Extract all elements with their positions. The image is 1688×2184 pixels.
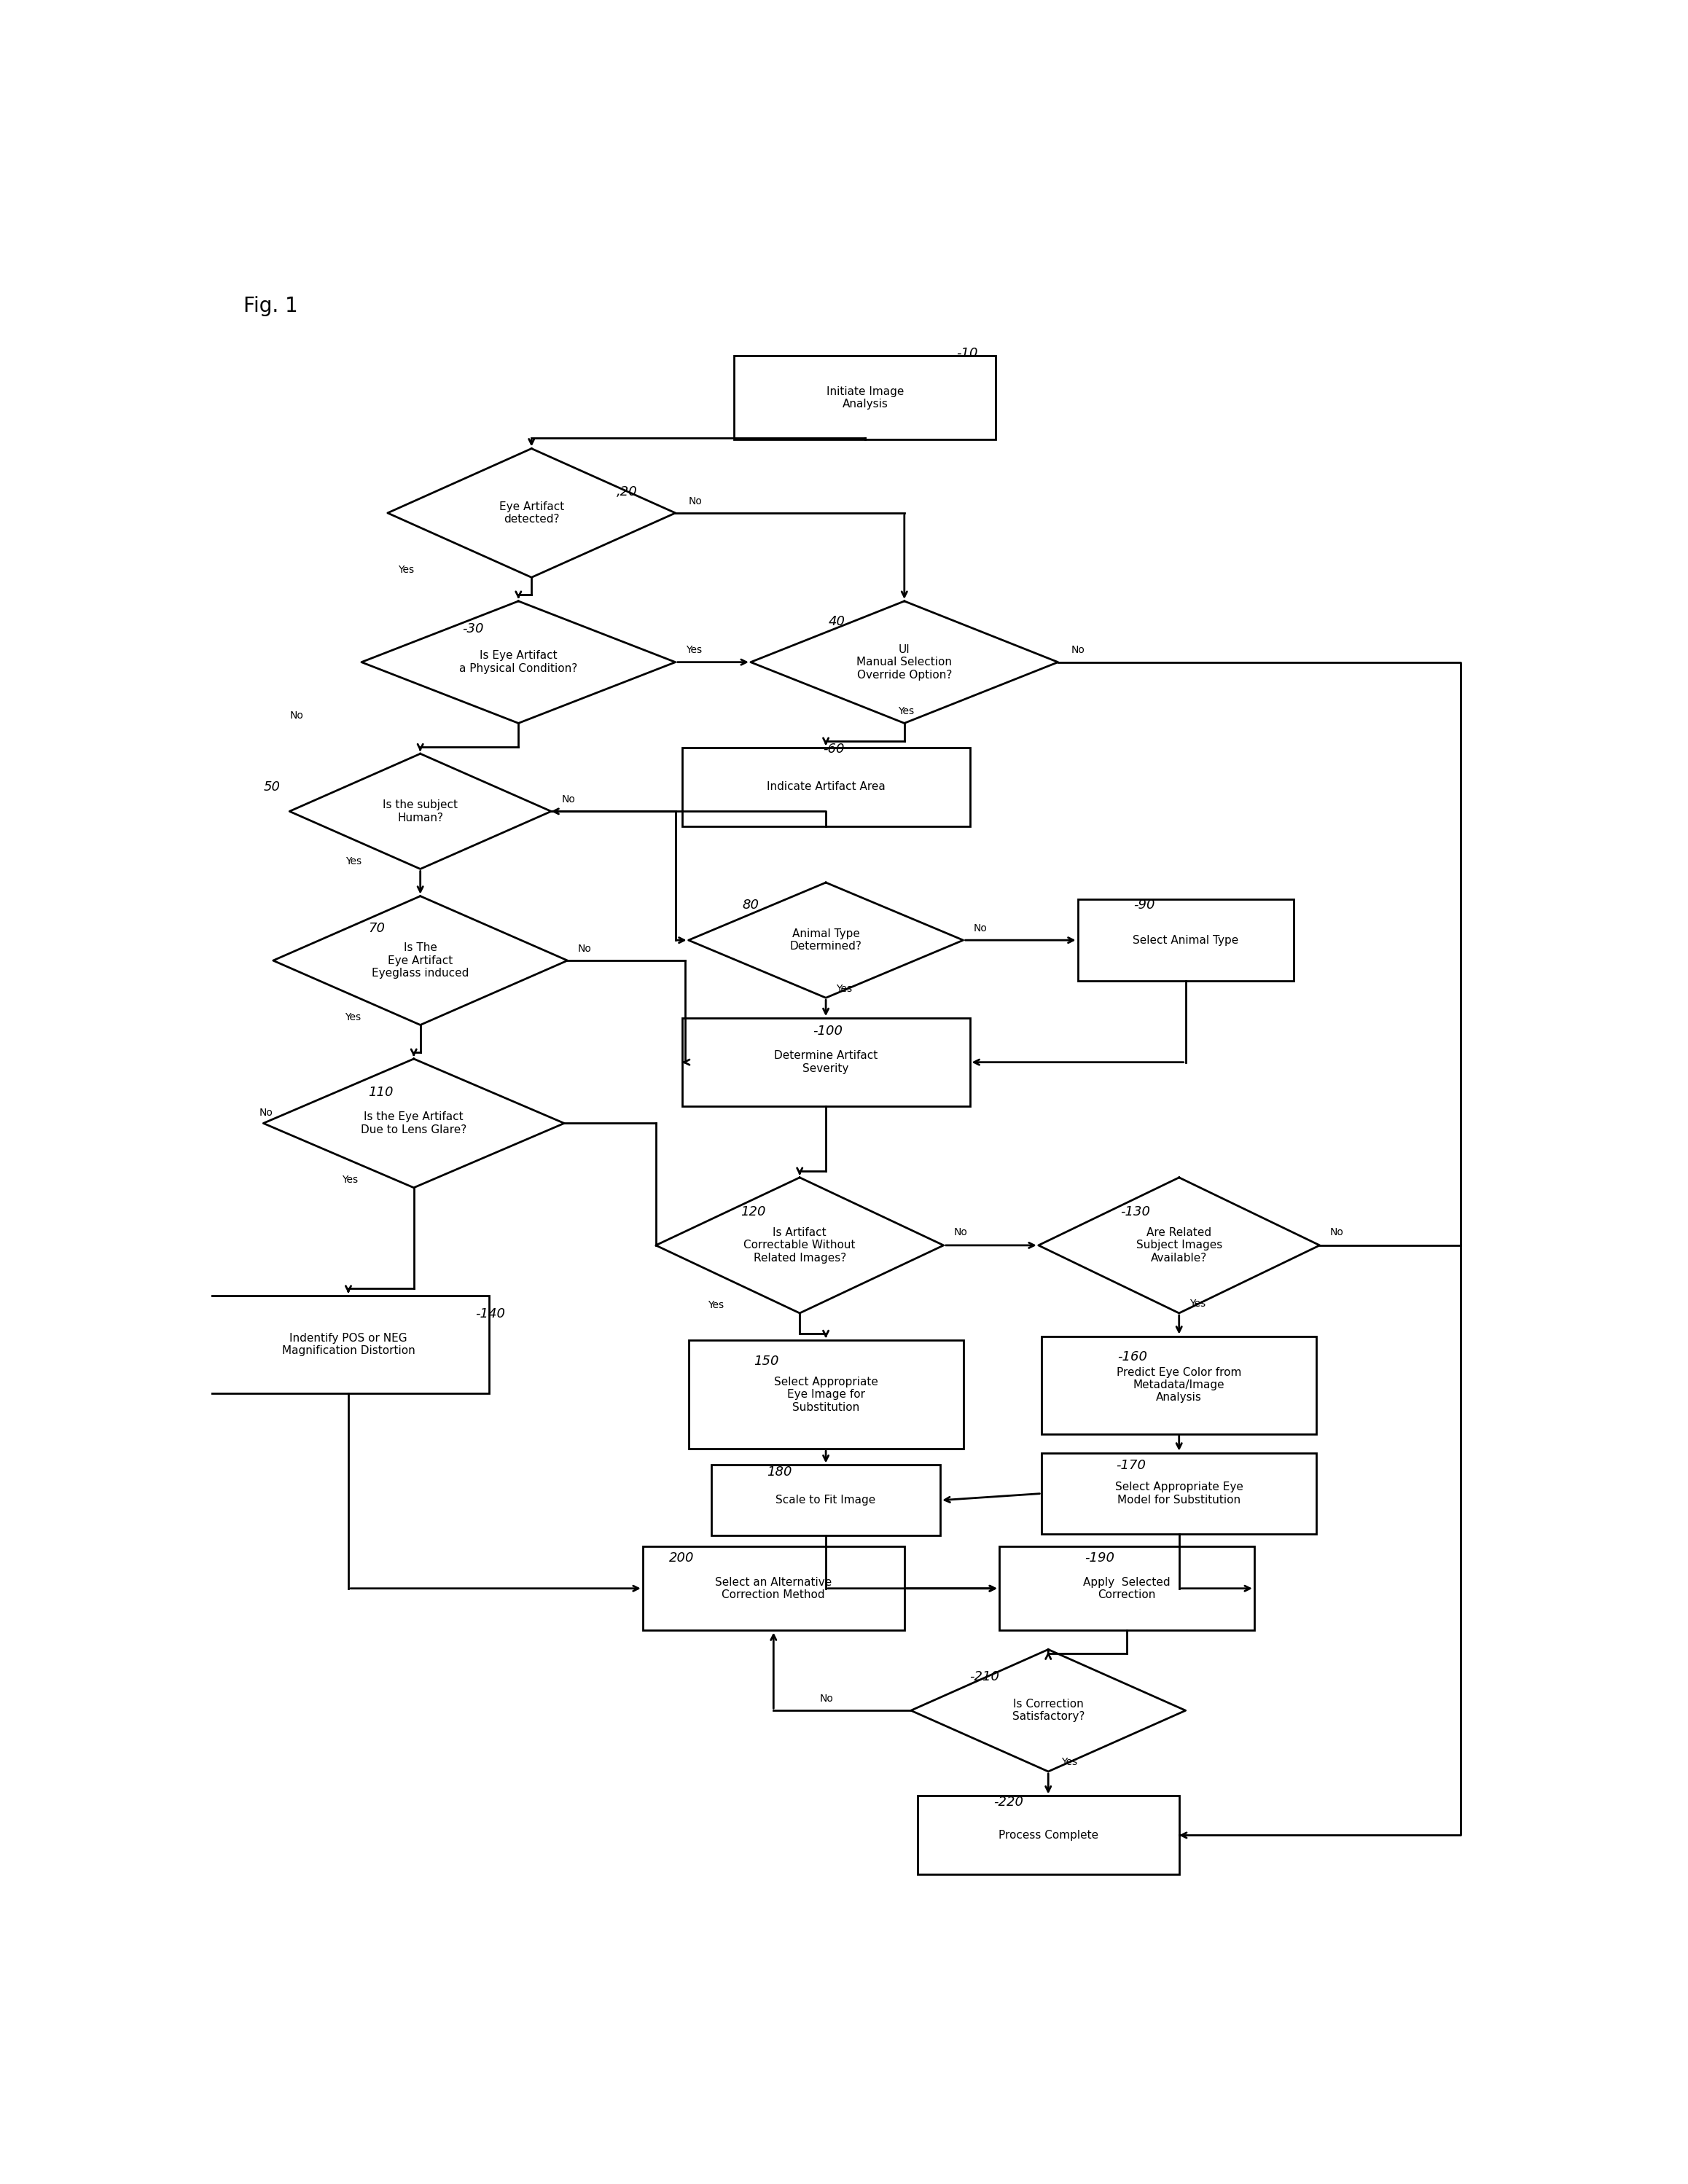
Text: No: No (1330, 1227, 1344, 1236)
Text: No: No (689, 496, 702, 507)
Text: -220: -220 (993, 1795, 1023, 1808)
Text: Is Eye Artifact
a Physical Condition?: Is Eye Artifact a Physical Condition? (459, 651, 577, 675)
Bar (734, 356, 996, 439)
Text: 80: 80 (743, 900, 760, 913)
Bar (682, 747, 969, 826)
Text: -190: -190 (1085, 1551, 1114, 1564)
Text: -210: -210 (969, 1671, 999, 1684)
Text: Is Correction
Satisfactory?: Is Correction Satisfactory? (1013, 1699, 1084, 1723)
Text: Yes: Yes (341, 1175, 358, 1186)
Bar (643, 1546, 905, 1631)
Text: Yes: Yes (709, 1299, 724, 1310)
Text: Select Animal Type: Select Animal Type (1133, 935, 1239, 946)
Text: -160: -160 (1117, 1350, 1148, 1363)
Text: Yes: Yes (898, 705, 913, 716)
Text: Is the Eye Artifact
Due to Lens Glare?: Is the Eye Artifact Due to Lens Glare? (361, 1112, 466, 1136)
Text: Scale to Fit Image: Scale to Fit Image (776, 1494, 876, 1505)
Text: 70: 70 (368, 922, 385, 935)
Text: Animal Type
Determined?: Animal Type Determined? (790, 928, 863, 952)
Text: Initiate Image
Analysis: Initiate Image Analysis (827, 387, 903, 411)
Text: Fig. 1: Fig. 1 (243, 297, 299, 317)
Bar (999, 1546, 1254, 1631)
Text: Yes: Yes (1062, 1758, 1077, 1767)
Text: 40: 40 (829, 616, 846, 629)
Text: Process Complete: Process Complete (998, 1830, 1099, 1841)
Text: 180: 180 (766, 1465, 792, 1479)
Bar (1041, 1337, 1317, 1435)
Text: Yes: Yes (685, 644, 702, 655)
Text: No: No (954, 1227, 967, 1236)
Text: ,20: ,20 (616, 485, 638, 498)
Text: Eye Artifact
detected?: Eye Artifact detected? (500, 500, 564, 524)
Text: Yes: Yes (836, 983, 852, 994)
Text: Is the subject
Human?: Is the subject Human? (383, 799, 457, 823)
Text: Determine Artifact
Severity: Determine Artifact Severity (775, 1051, 878, 1075)
Text: -170: -170 (1116, 1459, 1146, 1472)
Text: Select Appropriate
Eye Image for
Substitution: Select Appropriate Eye Image for Substit… (773, 1376, 878, 1413)
Text: Are Related
Subject Images
Available?: Are Related Subject Images Available? (1136, 1227, 1222, 1265)
Bar (208, 1295, 490, 1393)
Text: Apply  Selected
Correction: Apply Selected Correction (1084, 1577, 1170, 1601)
Text: 50: 50 (263, 782, 280, 795)
Text: UI
Manual Selection
Override Option?: UI Manual Selection Override Option? (856, 644, 952, 679)
Text: Predict Eye Color from
Metadata/Image
Analysis: Predict Eye Color from Metadata/Image An… (1117, 1367, 1241, 1402)
Text: 120: 120 (741, 1206, 766, 1219)
Bar (682, 1018, 969, 1107)
Text: -90: -90 (1133, 900, 1155, 913)
Text: -130: -130 (1121, 1206, 1150, 1219)
Text: -10: -10 (957, 347, 977, 360)
Text: No: No (1072, 644, 1085, 655)
Text: Is The
Eye Artifact
Eyeglass induced: Is The Eye Artifact Eyeglass induced (371, 941, 469, 978)
Bar (1077, 900, 1293, 981)
Text: Yes: Yes (346, 856, 361, 867)
Text: No: No (974, 924, 987, 933)
Bar (689, 1341, 964, 1448)
Bar (1041, 1452, 1317, 1533)
Text: -100: -100 (814, 1024, 842, 1037)
Text: No: No (577, 943, 592, 954)
Text: Yes: Yes (398, 563, 414, 574)
Text: -60: -60 (824, 743, 844, 756)
Text: No: No (290, 710, 304, 721)
Text: 200: 200 (668, 1551, 694, 1564)
Text: No: No (260, 1107, 273, 1118)
Text: Indicate Artifact Area: Indicate Artifact Area (766, 782, 885, 793)
Text: No: No (562, 795, 576, 804)
Bar (918, 1795, 1178, 1874)
Text: -140: -140 (476, 1306, 505, 1319)
Text: Select Appropriate Eye
Model for Substitution: Select Appropriate Eye Model for Substit… (1116, 1481, 1242, 1505)
Text: 150: 150 (755, 1354, 780, 1367)
Text: Yes: Yes (344, 1011, 361, 1022)
Text: -30: -30 (463, 622, 484, 636)
Text: 110: 110 (368, 1085, 393, 1099)
Text: Is Artifact
Correctable Without
Related Images?: Is Artifact Correctable Without Related … (744, 1227, 856, 1265)
Text: Indentify POS or NEG
Magnification Distortion: Indentify POS or NEG Magnification Disto… (282, 1332, 415, 1356)
Text: Select an Alternative
Correction Method: Select an Alternative Correction Method (716, 1577, 832, 1601)
Bar (711, 1465, 940, 1535)
Text: No: No (819, 1693, 834, 1704)
Text: Yes: Yes (1190, 1299, 1205, 1308)
